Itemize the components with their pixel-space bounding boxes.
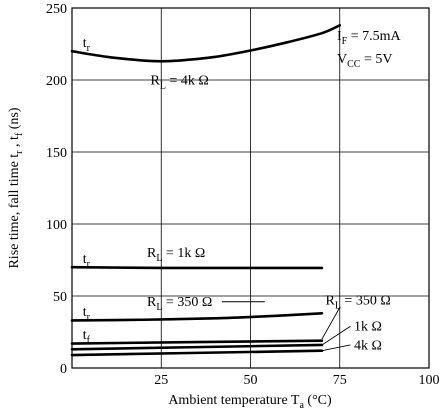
curve-label: RL = 350 Ω xyxy=(325,294,390,312)
y-tick-label: 200 xyxy=(46,74,67,89)
y-tick-label: 0 xyxy=(60,362,67,377)
curve-label: 1k Ω xyxy=(354,320,382,335)
leader-line xyxy=(321,325,351,346)
series-line xyxy=(70,343,324,351)
grid-lines xyxy=(72,8,429,368)
x-tick-label: 75 xyxy=(333,373,347,388)
curve-label: RL = 1k Ω xyxy=(147,246,205,264)
plot-frame xyxy=(71,7,430,369)
y-axis-label: Rise time, fall time tr , tf (ns) xyxy=(7,107,25,268)
x-axis-label: Ambient temperature Ta (°C) xyxy=(168,393,332,409)
series-lines xyxy=(70,23,342,357)
leader-lines xyxy=(221,301,351,352)
y-tick-label: 250 xyxy=(46,2,67,17)
curve-label: tr xyxy=(83,36,91,54)
curve-label: 4k Ω xyxy=(354,338,382,353)
x-tick-label: 50 xyxy=(244,373,258,388)
y-tick-label: 50 xyxy=(53,290,67,305)
series-line xyxy=(70,349,324,357)
x-tick-labels: 25 50 75 100 xyxy=(154,373,439,388)
series-line xyxy=(70,23,342,63)
curve-label: RL = 350 Ω xyxy=(147,295,212,313)
condition-vcc: VCC = 5V xyxy=(337,52,392,70)
leader-line xyxy=(321,307,341,340)
y-tick-label: 150 xyxy=(46,146,67,161)
x-tick-label: 25 xyxy=(154,373,168,388)
y-tick-labels: 0 50 100 150 200 250 xyxy=(46,2,67,377)
curve-label: tr xyxy=(83,305,91,323)
curve-label: RL = 4k Ω xyxy=(151,73,209,91)
x-tick-label: 100 xyxy=(419,373,440,388)
series-line xyxy=(70,265,324,270)
curve-label: tf xyxy=(83,328,91,346)
curve-label: tr xyxy=(83,252,91,270)
leader-line xyxy=(321,344,351,352)
condition-if: IF = 7.5mA xyxy=(337,29,402,47)
series-line xyxy=(70,311,324,322)
series-line xyxy=(70,339,324,345)
curve-labels: tr RL = 4k Ω tr RL = 1k Ω tr RL = 350 Ω tf RL =… xyxy=(83,36,391,353)
conditions-box: IF = 7.5mA VCC = 5V xyxy=(337,29,402,70)
y-tick-label: 100 xyxy=(46,218,67,233)
